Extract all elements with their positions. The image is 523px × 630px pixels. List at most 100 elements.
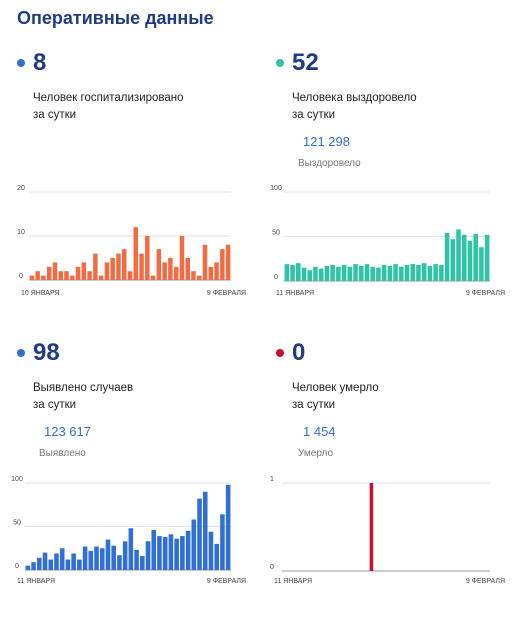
bar xyxy=(364,264,370,281)
bar xyxy=(121,249,127,280)
bar xyxy=(52,262,58,280)
y-tick-label: 0 xyxy=(270,564,274,571)
recovered-description-line2: за сутки xyxy=(292,109,336,121)
bar xyxy=(128,528,134,570)
bar xyxy=(48,559,54,570)
bar xyxy=(145,541,151,570)
bar xyxy=(290,264,295,281)
cases-total-label: Выявлено xyxy=(39,448,86,459)
bar xyxy=(180,536,185,570)
recovered-total: 121 298 xyxy=(303,134,350,149)
bar xyxy=(46,266,52,280)
hospitalized-description-line1: Человек госпитализировано xyxy=(33,92,184,104)
bar xyxy=(145,236,150,280)
recovered-total-label: Выздоровело xyxy=(298,158,361,169)
bar xyxy=(88,550,94,570)
bar xyxy=(139,253,144,280)
bar xyxy=(179,236,185,280)
x-end-label: 9 ФЕВРАЛЯ xyxy=(207,578,246,585)
deaths-chart: 0 1 11 ЯНВАРЯ 9 ФЕВРАЛЯ xyxy=(270,476,505,585)
bar xyxy=(370,266,375,281)
bar xyxy=(71,553,76,570)
x-end-label: 9 ФЕВРАЛЯ xyxy=(207,290,246,297)
hospitalized-chart: 0 10 20 10 ЯНВАРЯ 9 ФЕВРАЛЯ xyxy=(17,185,246,297)
panel-cases: 98 Выявлено случаев за сутки 123 617 Выя… xyxy=(11,340,267,630)
bar xyxy=(174,538,179,570)
bar xyxy=(341,264,347,281)
bar xyxy=(393,264,398,281)
recovered-count: 52 xyxy=(292,49,319,76)
x-start-label: 11 ЯНВАРЯ xyxy=(17,578,55,585)
bar xyxy=(225,244,231,280)
panel-recovered: 52 Человека выздоровело за сутки 121 298… xyxy=(270,49,523,340)
bar xyxy=(220,249,225,280)
bar xyxy=(404,264,410,281)
bar xyxy=(168,534,174,570)
bar xyxy=(99,548,105,570)
cases-description: Выявлено случаев за сутки xyxy=(33,380,233,414)
bar xyxy=(185,258,190,280)
bar xyxy=(387,265,393,281)
y-tick-label: 100 xyxy=(11,476,23,483)
bar xyxy=(134,549,139,570)
bar xyxy=(202,244,208,280)
bar xyxy=(369,483,374,571)
bar xyxy=(324,265,330,281)
bar xyxy=(416,264,421,281)
bar xyxy=(75,266,81,280)
cases-total: 123 617 xyxy=(44,424,91,439)
bar xyxy=(140,556,145,570)
bar xyxy=(358,265,364,281)
bar xyxy=(197,498,202,570)
bar xyxy=(82,546,88,570)
bar xyxy=(307,270,313,281)
bar xyxy=(347,266,353,281)
bar xyxy=(444,232,450,281)
bar xyxy=(421,263,427,281)
deaths-total-label: Умерло xyxy=(298,448,334,459)
hospitalized-dot xyxy=(17,59,25,67)
bar xyxy=(214,262,219,280)
bar xyxy=(450,239,456,281)
deaths-total: 1 454 xyxy=(303,424,336,439)
bar xyxy=(25,565,31,570)
x-start-label: 11 ЯНВАРЯ xyxy=(274,578,312,585)
cases-chart: 0 50 100 11 ЯНВАРЯ 9 ФЕВРАЛЯ xyxy=(11,476,246,585)
hospitalized-description: Человек госпитализировано за сутки xyxy=(33,90,233,124)
bar xyxy=(29,275,35,280)
bar xyxy=(353,264,358,281)
bar xyxy=(110,258,115,280)
bar xyxy=(433,264,438,281)
deaths-description: Человек умерло за сутки xyxy=(292,380,492,414)
cases-description-line1: Выявлено случаев xyxy=(33,382,134,394)
x-end-label: 9 ФЕВРАЛЯ xyxy=(466,578,505,585)
bar xyxy=(225,484,231,570)
bar xyxy=(399,266,404,281)
bar xyxy=(162,536,168,570)
bar xyxy=(37,557,42,570)
bar xyxy=(173,266,179,280)
deaths-description-line2: за сутки xyxy=(292,399,336,411)
bar xyxy=(104,262,110,280)
bar xyxy=(301,267,307,281)
recovered-description: Человека выздоровело за сутки xyxy=(292,90,492,124)
bar xyxy=(35,271,40,280)
bar xyxy=(214,543,219,570)
y-tick-label: 0 xyxy=(15,563,19,570)
bar xyxy=(150,275,156,280)
page-title: Оперативные данные xyxy=(17,8,214,28)
bar xyxy=(473,233,478,281)
recovered-dot xyxy=(276,59,284,67)
bar xyxy=(122,541,128,570)
panel-hospitalized: 8 Человек госпитализировано за сутки 0 10… xyxy=(17,50,267,340)
hospitalized-description-line2: за сутки xyxy=(33,109,77,121)
bar xyxy=(467,240,473,281)
bar xyxy=(456,229,461,281)
bar xyxy=(157,536,162,570)
bar xyxy=(461,234,467,281)
bar xyxy=(59,548,65,570)
bar xyxy=(313,266,318,281)
y-tick-label: 20 xyxy=(17,185,25,192)
bar xyxy=(127,271,133,280)
y-tick-label: 100 xyxy=(270,185,282,192)
